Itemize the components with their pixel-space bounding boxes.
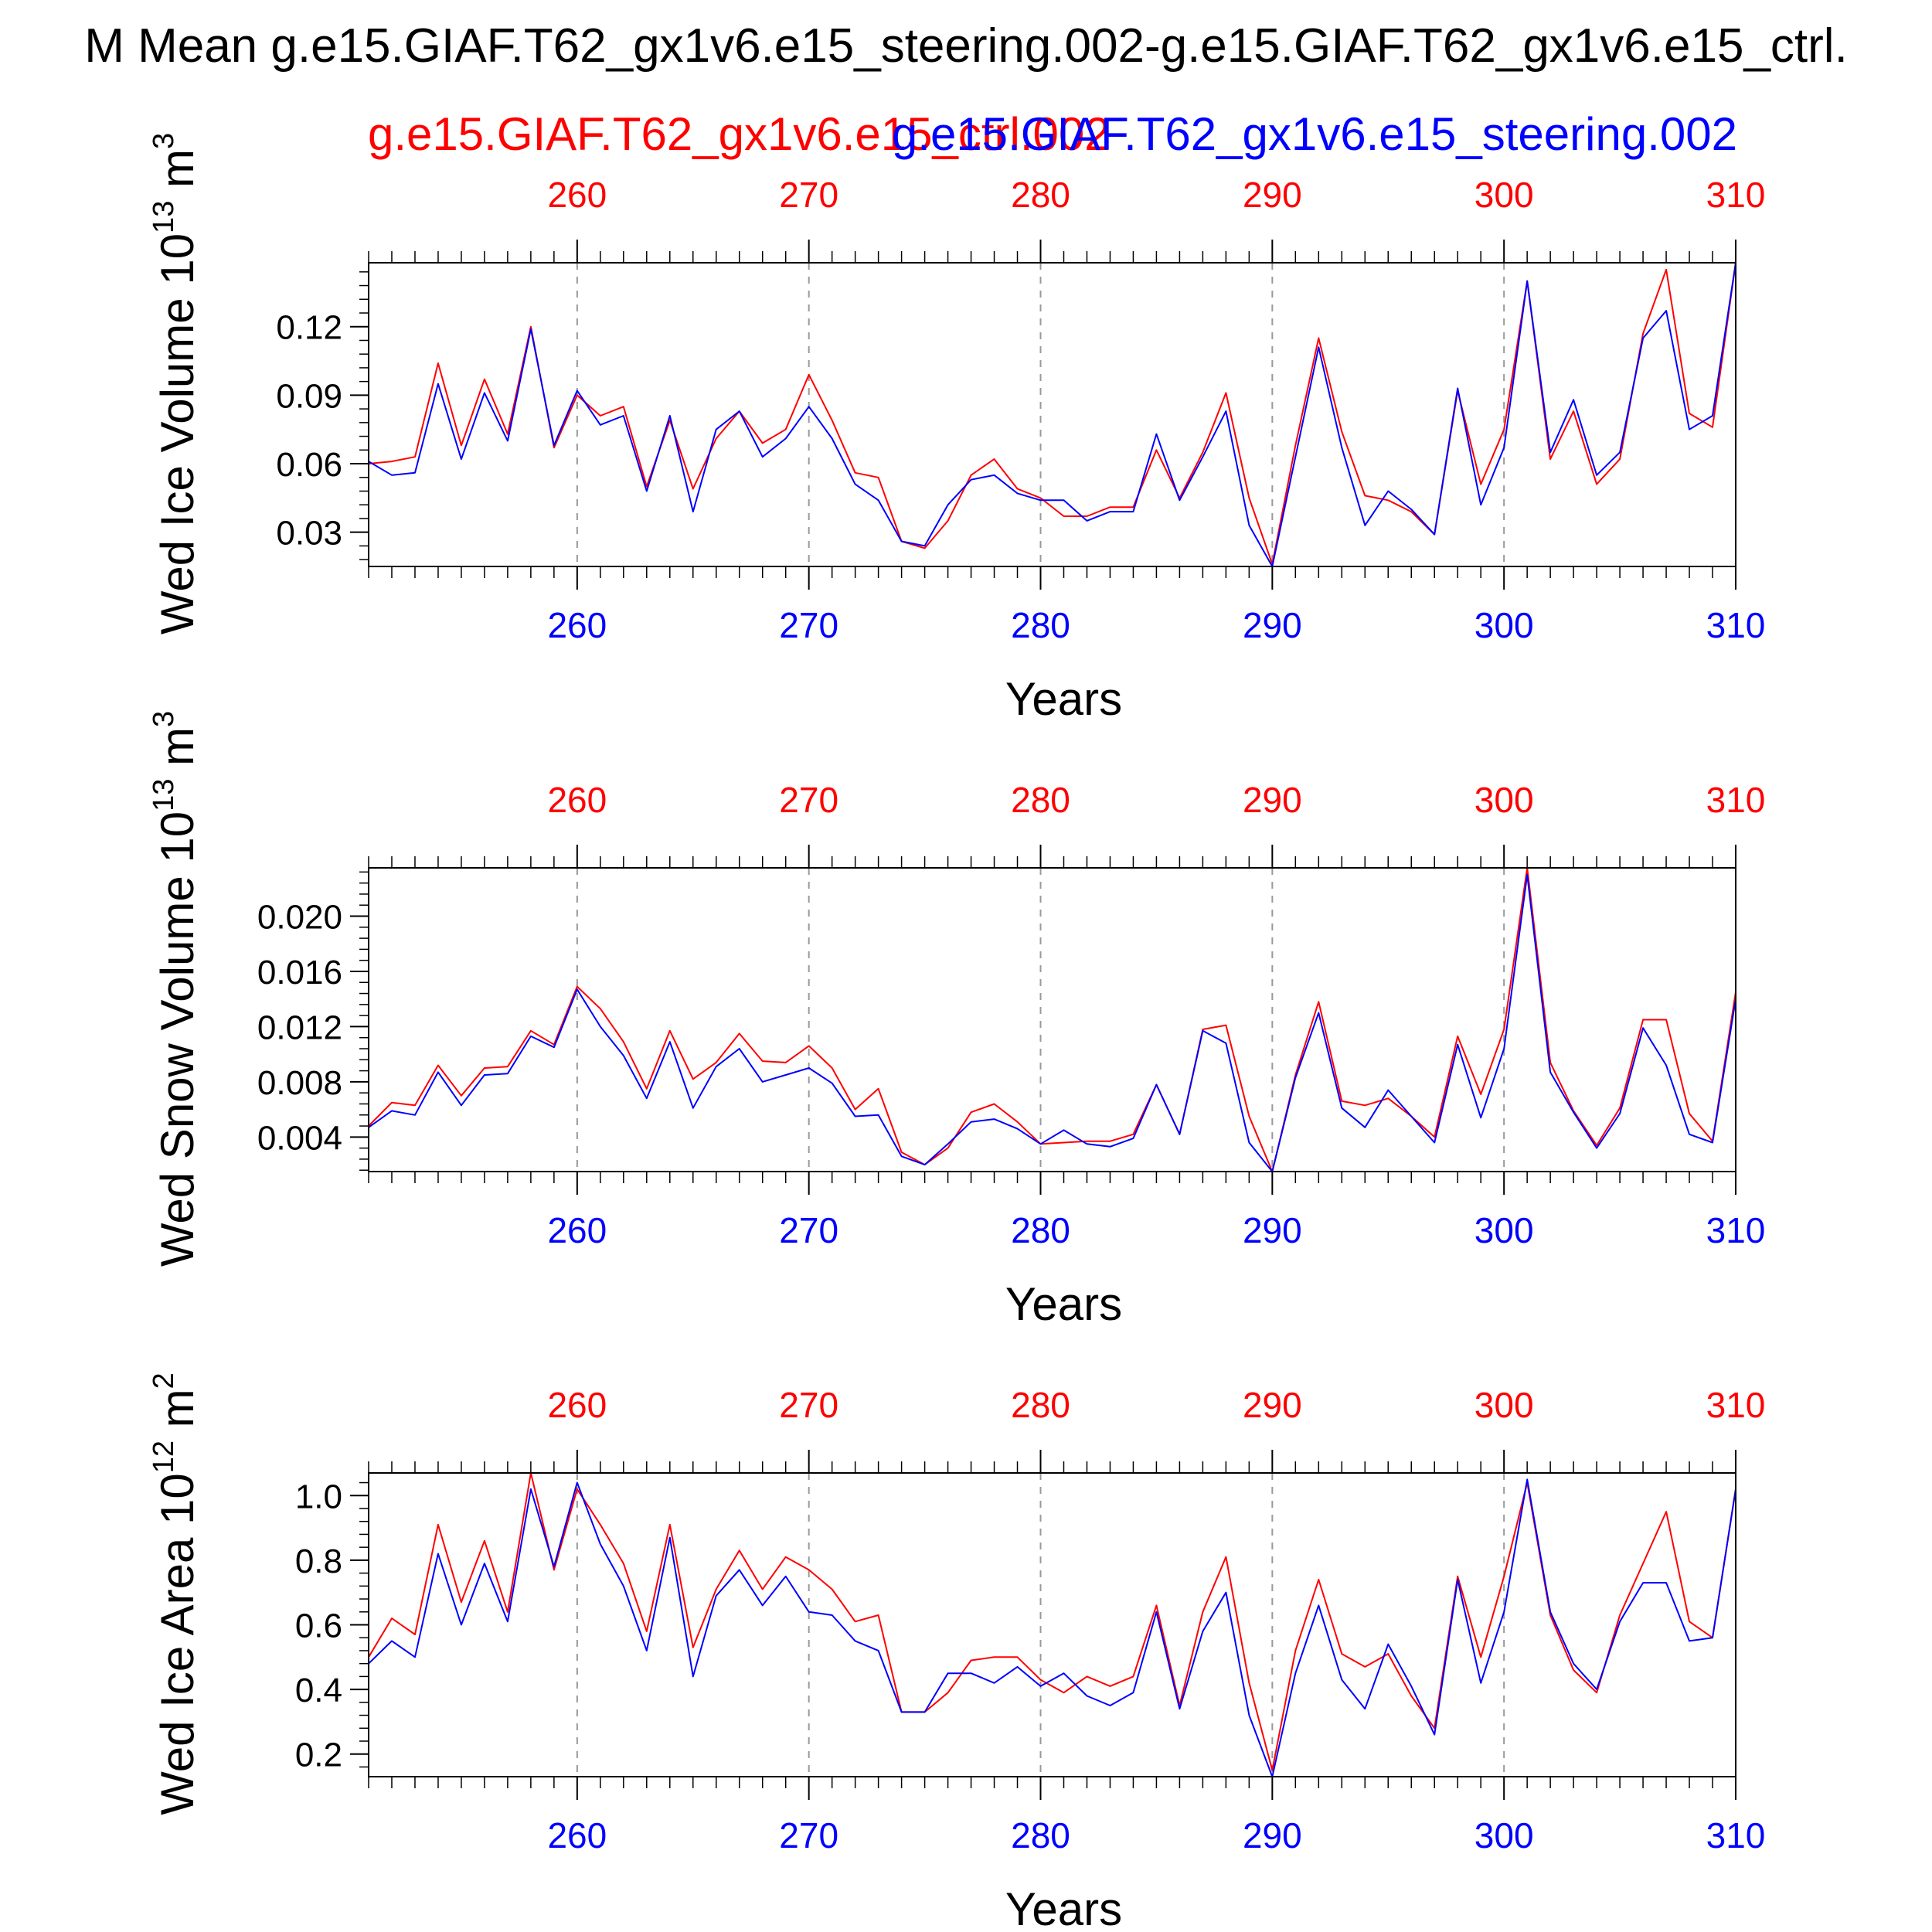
y-tick-label: 0.09 — [276, 377, 342, 415]
x-tick-label-bottom: 290 — [1243, 1815, 1302, 1855]
figure-title: M Mean g.e15.GIAF.T62_gx1v6.e15_steering… — [84, 19, 1848, 73]
y-tick-label: 0.008 — [257, 1064, 342, 1102]
x-tick-label-top: 300 — [1475, 1385, 1534, 1425]
series-line-ctrl — [368, 867, 1736, 1172]
panel-2: 260 260 270 270 280 280 290 290 300 300 310 310 0.00… — [148, 711, 1765, 1330]
x-tick-label-top: 270 — [779, 175, 838, 215]
y-tick-label: 0.012 — [257, 1009, 342, 1046]
legend-steering-label: g.e15.GIAF.T62_gx1v6.e15_steering.002 — [892, 108, 1737, 160]
x-tick-label-bottom: 270 — [779, 1210, 838, 1250]
y-tick-label: 0.020 — [257, 899, 342, 937]
x-tick-label-top: 270 — [779, 780, 838, 820]
y-tick-label: 0.6 — [295, 1607, 342, 1645]
x-axis-label: Years — [1005, 1278, 1122, 1330]
y-tick-label: 0.4 — [295, 1672, 342, 1709]
y-tick-label: 0.2 — [295, 1736, 342, 1774]
x-tick-label-bottom: 260 — [547, 1210, 607, 1250]
x-tick-label-bottom: 310 — [1706, 605, 1766, 645]
x-tick-label-top: 290 — [1243, 1385, 1302, 1425]
x-tick-label-bottom: 260 — [547, 1815, 607, 1855]
x-tick-label-bottom: 280 — [1011, 1815, 1070, 1855]
y-tick-label: 0.8 — [295, 1543, 342, 1580]
series-line-steering — [368, 262, 1736, 567]
x-tick-label-top: 300 — [1475, 175, 1534, 215]
panel-1: 260 260 270 270 280 280 290 290 300 300 310 310 0.03… — [148, 133, 1765, 725]
y-tick-label: 1.0 — [295, 1478, 342, 1515]
x-tick-label-top: 280 — [1011, 780, 1070, 820]
x-tick-label-bottom: 290 — [1243, 1210, 1302, 1250]
x-tick-label-top: 310 — [1706, 175, 1766, 215]
x-axis-label: Years — [1005, 673, 1122, 725]
x-tick-label-top: 300 — [1475, 780, 1534, 820]
series-line-steering — [368, 1478, 1736, 1777]
y-axis-label: Wed Ice Volume 1013 m3 — [148, 133, 203, 634]
x-tick-label-bottom: 300 — [1475, 605, 1534, 645]
y-tick-label: 0.016 — [257, 954, 342, 992]
x-tick-label-bottom: 310 — [1706, 1815, 1766, 1855]
x-tick-label-top: 310 — [1706, 780, 1766, 820]
x-tick-label-top: 280 — [1011, 175, 1070, 215]
x-tick-label-bottom: 270 — [779, 1815, 838, 1855]
y-tick-label: 0.03 — [276, 515, 342, 553]
x-tick-label-bottom: 300 — [1475, 1815, 1534, 1855]
y-axis-label: Wed Ice Area 1012 m2 — [148, 1372, 203, 1815]
x-axis-label: Years — [1005, 1883, 1122, 1932]
y-tick-label: 0.06 — [276, 446, 342, 484]
series-line-ctrl — [368, 1472, 1736, 1771]
x-tick-label-bottom: 290 — [1243, 605, 1302, 645]
series-line-ctrl — [368, 262, 1736, 565]
x-tick-label-top: 280 — [1011, 1385, 1070, 1425]
x-tick-label-bottom: 300 — [1475, 1210, 1534, 1250]
x-tick-label-top: 290 — [1243, 780, 1302, 820]
x-tick-label-bottom: 270 — [779, 605, 838, 645]
legend-ctrl-label: g.e15.GIAF.T62_gx1v6.e15_ctrl.002 — [368, 108, 1111, 160]
x-tick-label-top: 260 — [547, 1385, 607, 1425]
y-tick-label: 0.12 — [276, 309, 342, 347]
x-tick-label-bottom: 260 — [547, 605, 607, 645]
series-line-steering — [368, 873, 1736, 1172]
plot-frame — [368, 867, 1736, 1172]
x-tick-label-top: 260 — [547, 175, 607, 215]
x-tick-label-top: 260 — [547, 780, 607, 820]
x-tick-label-bottom: 280 — [1011, 605, 1070, 645]
x-tick-label-top: 270 — [779, 1385, 838, 1425]
y-tick-label: 0.004 — [257, 1119, 342, 1157]
y-axis-label: Wed Snow Volume 1013 m3 — [148, 711, 203, 1267]
plot-frame — [368, 1472, 1736, 1777]
x-tick-label-bottom: 280 — [1011, 1210, 1070, 1250]
x-tick-label-top: 290 — [1243, 175, 1302, 215]
x-tick-label-top: 310 — [1706, 1385, 1766, 1425]
panel-3: 260 260 270 270 280 280 290 290 300 300 310 310 0.2 0… — [148, 1372, 1765, 1932]
x-tick-label-bottom: 310 — [1706, 1210, 1766, 1250]
plot-frame — [368, 262, 1736, 567]
